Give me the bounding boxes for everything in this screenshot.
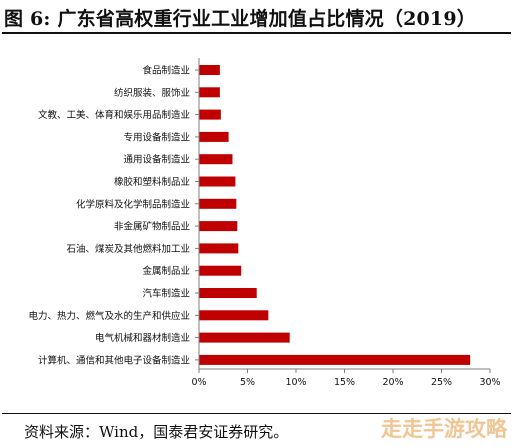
y-tick-label: 非金属矿物制品业 xyxy=(114,221,190,233)
figure-title: 图 6: 广东省高权重行业工业增加值占比情况（2019） xyxy=(4,2,509,32)
y-tick-label: 石油、煤炭及其他燃料加工业 xyxy=(66,243,190,255)
bar-chart: 食品制造业纺织服装、服饰业文教、工美、体育和娱乐用品制造业专用设备制造业通用设备… xyxy=(28,58,501,388)
title-underline xyxy=(2,32,511,34)
bar xyxy=(199,109,221,120)
x-tick-label: 30% xyxy=(479,377,500,388)
x-tick-label: 15% xyxy=(334,377,355,388)
y-tick-label: 纺织服装、服饰业 xyxy=(114,87,190,99)
y-tick-label: 通用设备制造业 xyxy=(123,154,190,166)
x-tick-label: 5% xyxy=(240,377,255,388)
bar xyxy=(199,65,220,75)
bar xyxy=(199,176,236,187)
x-tick-label: 10% xyxy=(285,377,306,388)
bar xyxy=(199,243,239,254)
x-tick-label: 0% xyxy=(191,377,206,388)
bar xyxy=(199,154,233,165)
y-tick-label: 食品制造业 xyxy=(142,65,190,77)
y-tick-label: 化学原料及化学制品制造业 xyxy=(76,198,190,210)
y-tick-label: 汽车制造业 xyxy=(142,288,190,300)
source-note: 资料来源：Wind，国泰君安证券研究。 xyxy=(24,423,289,441)
bar xyxy=(199,354,471,365)
bar xyxy=(199,332,290,343)
bar xyxy=(199,198,237,209)
bar xyxy=(199,288,257,298)
bar xyxy=(199,87,220,98)
figure-title-text: 图 6: 广东省高权重行业工业增加值占比情况（2019） xyxy=(4,8,476,30)
y-tick-label: 金属制品业 xyxy=(142,265,190,277)
chart-area: 食品制造业纺织服装、服饰业文教、工美、体育和娱乐用品制造业专用设备制造业 通用设备… xyxy=(0,36,513,406)
bar xyxy=(199,131,229,142)
source-rule xyxy=(2,413,511,414)
y-tick-label: 电力、热力、燃气及水的生产和供应业 xyxy=(28,310,190,322)
x-tick-label: 20% xyxy=(382,377,403,388)
watermark-logo: 走走手游攻略 xyxy=(381,417,507,441)
y-tick-label: 计算机、通信和其他电子设备制造业 xyxy=(38,354,190,366)
y-tick-label: 电气机械和器材制造业 xyxy=(95,332,190,344)
x-tick-label: 25% xyxy=(431,377,452,388)
bar xyxy=(199,221,238,232)
bar xyxy=(199,310,269,321)
y-tick-label: 文教、工美、体育和娱乐用品制造业 xyxy=(38,109,190,121)
y-tick-label: 橡胶和塑料制品业 xyxy=(114,176,190,188)
y-tick-label: 专用设备制造业 xyxy=(123,131,190,143)
bar xyxy=(199,265,242,276)
